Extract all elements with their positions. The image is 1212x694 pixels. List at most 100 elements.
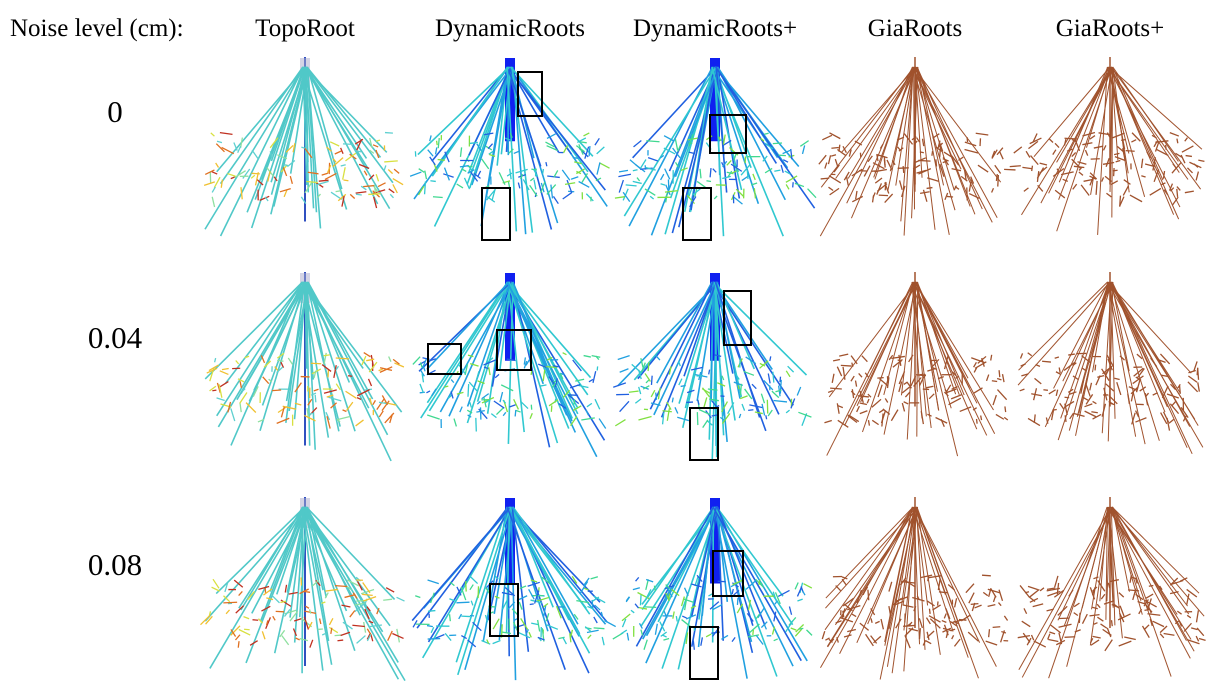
lateral-root xyxy=(828,391,833,393)
lateral-root xyxy=(786,410,789,413)
lateral-root xyxy=(1089,615,1099,616)
lateral-root xyxy=(430,135,431,141)
lateral-root xyxy=(841,365,852,366)
lateral-root xyxy=(594,628,605,629)
root xyxy=(306,67,390,209)
lateral-root xyxy=(1119,593,1124,597)
lateral-root xyxy=(579,181,590,187)
column-title: DynamicRoots+ xyxy=(633,15,797,42)
lateral-root xyxy=(878,385,882,397)
lateral-root xyxy=(710,168,711,177)
lateral-root xyxy=(1094,623,1098,625)
lateral-root xyxy=(325,589,338,591)
lateral-root xyxy=(681,386,686,387)
lateral-root xyxy=(1187,594,1189,605)
lateral-root xyxy=(860,623,869,630)
lateral-root xyxy=(488,144,492,149)
lateral-root xyxy=(1033,604,1043,607)
lateral-root xyxy=(1196,172,1198,181)
lateral-root xyxy=(410,172,421,176)
lateral-root xyxy=(1101,594,1105,599)
lateral-root xyxy=(317,181,329,184)
lateral-root xyxy=(538,620,540,631)
lateral-root xyxy=(926,386,933,388)
lateral-root xyxy=(516,410,520,412)
root xyxy=(1109,67,1180,207)
lateral-root xyxy=(1198,382,1200,391)
root-image xyxy=(201,497,405,681)
lateral-root xyxy=(436,147,437,154)
lateral-root xyxy=(587,630,599,632)
lateral-root xyxy=(1135,418,1146,422)
lateral-root xyxy=(734,197,743,204)
lateral-root xyxy=(335,151,342,154)
lateral-root xyxy=(998,175,999,187)
lateral-root xyxy=(754,188,755,198)
lateral-root xyxy=(797,387,800,396)
lateral-root xyxy=(1046,418,1047,424)
lateral-root xyxy=(706,181,711,182)
lateral-root xyxy=(976,133,989,135)
lateral-root xyxy=(631,610,634,613)
lateral-root xyxy=(336,358,349,359)
lateral-root xyxy=(904,134,912,145)
lateral-root xyxy=(280,189,291,192)
lateral-root xyxy=(1049,139,1053,143)
lateral-root xyxy=(320,619,321,624)
lateral-root xyxy=(839,145,840,152)
lateral-root xyxy=(1040,588,1044,591)
lateral-root xyxy=(630,160,641,169)
lateral-root xyxy=(356,194,362,195)
lateral-root xyxy=(1034,378,1041,383)
root xyxy=(307,282,349,382)
lateral-root xyxy=(369,621,373,623)
lateral-root xyxy=(456,602,469,603)
lateral-root xyxy=(620,401,629,411)
lateral-root xyxy=(1049,632,1055,634)
lateral-root xyxy=(699,410,710,415)
lateral-root xyxy=(329,618,333,625)
lateral-root xyxy=(755,412,763,414)
lateral-root xyxy=(772,391,779,397)
lateral-root xyxy=(836,586,841,591)
lateral-root xyxy=(1020,585,1029,596)
lateral-root xyxy=(489,367,490,375)
lateral-root xyxy=(481,641,490,645)
lateral-root xyxy=(425,171,427,179)
lateral-root xyxy=(1090,136,1095,140)
lateral-root xyxy=(1072,152,1076,156)
lateral-root xyxy=(824,421,831,423)
lateral-root xyxy=(588,635,591,639)
lateral-root xyxy=(1020,389,1025,391)
lateral-root xyxy=(244,617,250,619)
lateral-root xyxy=(309,609,310,613)
lateral-root xyxy=(314,371,316,378)
lateral-root xyxy=(860,403,867,405)
lateral-root xyxy=(993,627,1001,628)
root xyxy=(260,282,305,431)
lateral-root xyxy=(251,175,255,178)
column-title: TopoRoot xyxy=(255,15,355,42)
lateral-root xyxy=(337,640,343,641)
lateral-root xyxy=(366,359,374,360)
lateral-root xyxy=(356,192,367,193)
lateral-root xyxy=(219,382,228,388)
lateral-root xyxy=(648,362,649,371)
lateral-root xyxy=(529,632,531,637)
lateral-root xyxy=(700,169,701,179)
lateral-root xyxy=(868,590,869,601)
lateral-root xyxy=(1092,607,1098,609)
root xyxy=(306,67,393,183)
lateral-root xyxy=(379,411,383,417)
lateral-root xyxy=(595,399,600,409)
lateral-root xyxy=(376,140,380,141)
lateral-root xyxy=(629,391,639,392)
lateral-root xyxy=(620,369,629,373)
lateral-root xyxy=(1130,195,1142,202)
lateral-root xyxy=(240,403,241,412)
root xyxy=(917,67,982,209)
lateral-root xyxy=(837,367,841,376)
lateral-root xyxy=(822,135,832,139)
lateral-root xyxy=(638,417,651,420)
lateral-root xyxy=(831,155,836,156)
